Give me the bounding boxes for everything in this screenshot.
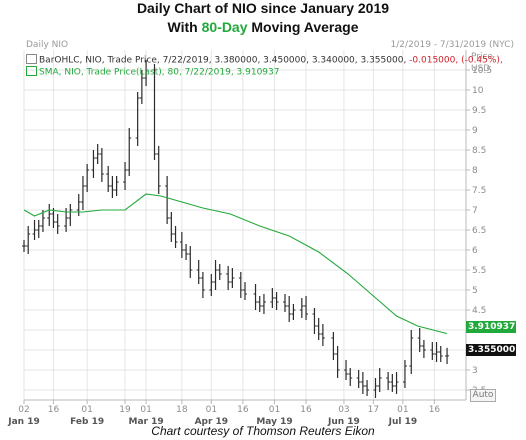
- x-tick-day-label: 01: [397, 405, 408, 415]
- x-tick-month-label: Jun 19: [327, 417, 360, 427]
- sma-80-line: [23, 193, 448, 335]
- currency-unit-label: USD: [471, 64, 491, 74]
- gridlines: [23, 50, 466, 400]
- y-tick-label: 6: [472, 246, 478, 256]
- y-tick-label: 7.5: [472, 186, 486, 196]
- y-tick-label: 3: [472, 366, 478, 376]
- x-axis-ticks: 02 Jan 19 16 01 Feb 19 19 01 Mar 19 18 01 Apr 19 16…: [7, 400, 440, 427]
- title-suffix: Moving Average: [247, 19, 359, 35]
- legend-sma-text: SMA, NIO, Trade Price(Last), 80, 7/22/20…: [39, 67, 280, 78]
- x-tick-day-label: 17: [368, 405, 379, 415]
- legend-ohlc-text: BarOHLC, NIO, Trade Price, 7/22/2019, 3.…: [39, 55, 410, 66]
- x-tick-day-label: 16: [48, 405, 60, 415]
- x-tick-day-label: 01: [206, 405, 217, 415]
- ohlc-legend-icon: [26, 54, 37, 64]
- y-tick-label: 5.5: [472, 266, 486, 276]
- sma-legend-icon: [26, 66, 37, 76]
- chart-title-line-1: Daily Chart of NIO since January 2019: [136, 0, 390, 16]
- last-price-tag: 3.355000: [466, 344, 516, 356]
- title-highlight: 80-Day: [201, 19, 248, 35]
- x-tick-day-label: 03: [338, 405, 349, 415]
- x-tick-day-label: 02: [18, 405, 29, 415]
- y-tick-label: 7: [472, 206, 478, 216]
- chart-caption: Chart courtesy of Thomson Reuters Eikon: [151, 424, 375, 438]
- x-tick-month-label: Mar 19: [129, 417, 164, 427]
- x-tick-day-label: 18: [176, 405, 188, 415]
- x-tick-day-label: 19: [119, 405, 131, 415]
- y-tick-label: 4.5: [472, 306, 486, 316]
- x-tick-month-label: May 19: [256, 417, 292, 427]
- x-tick-day-label: 16: [429, 405, 441, 415]
- x-tick-day-label: 16: [237, 405, 249, 415]
- x-tick-month-label: Feb 19: [70, 417, 104, 427]
- price-unit-label: Price: [471, 52, 493, 62]
- plot-area: [24, 50, 466, 400]
- y-tick-label: 9.5: [472, 106, 486, 116]
- y-tick-label: 5: [472, 286, 478, 296]
- y-tick-label: 6.5: [472, 226, 486, 236]
- x-tick-month-label: Apr 19: [195, 417, 229, 427]
- title-prefix: With: [167, 19, 202, 35]
- ohlc-bars: [22, 60, 450, 398]
- x-tick-month-label: Jul 19: [388, 417, 418, 427]
- x-tick-day-label: 01: [269, 405, 280, 415]
- chart-title-line-2: With 80-Day Moving Average: [0, 19, 526, 35]
- legend-ohlc-change: -0.015000, (-0.45%),: [409, 55, 503, 66]
- date-range-label: 1/2/2019 - 7/31/2019 (NYC): [390, 40, 514, 50]
- y-tick-label: 10: [472, 86, 484, 96]
- x-tick-day-label: 01: [81, 405, 92, 415]
- x-tick-day-label: 16: [300, 405, 312, 415]
- legend-sma: SMA, NIO, Trade Price(Last), 80, 7/22/20…: [26, 66, 280, 78]
- y-tick-label: 8.5: [472, 146, 486, 156]
- x-tick-day-label: 01: [140, 405, 151, 415]
- sma-value-tag: 3.910937: [466, 321, 516, 333]
- panel-label: Daily NIO: [26, 40, 69, 50]
- legend-ohlc: BarOHLC, NIO, Trade Price, 7/22/2019, 3.…: [26, 54, 503, 66]
- y-tick-label: 8: [472, 166, 478, 176]
- auto-scale-button[interactable]: Auto: [470, 389, 496, 402]
- y-tick-label: 10.5: [472, 66, 492, 76]
- x-tick-month-label: Jan 19: [7, 417, 40, 427]
- y-tick-label: 9: [472, 126, 478, 136]
